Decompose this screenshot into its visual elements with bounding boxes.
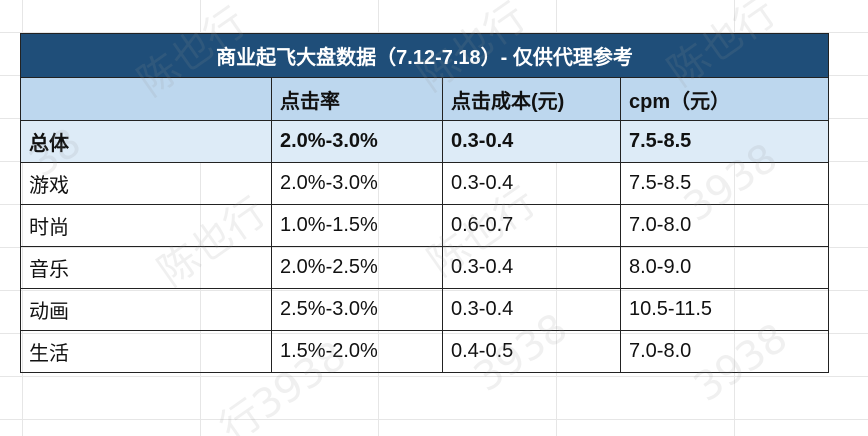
- cell-ctr[interactable]: 1.5%-2.0%: [271, 330, 443, 373]
- cell-cpc[interactable]: 0.3-0.4: [442, 246, 621, 289]
- table-row: 音乐 2.0%-2.5% 0.3-0.4 8.0-9.0: [20, 246, 830, 289]
- table-row: 游戏 2.0%-3.0% 0.3-0.4 7.5-8.5: [20, 162, 830, 205]
- table-title[interactable]: 商业起飞大盘数据（7.12-7.18）- 仅供代理参考: [19, 33, 830, 78]
- table-title-row: 商业起飞大盘数据（7.12-7.18）- 仅供代理参考: [19, 33, 830, 78]
- cell-cpm[interactable]: 7.5-8.5: [619, 162, 830, 205]
- cell-ctr[interactable]: 2.0%-3.0%: [271, 162, 443, 205]
- header-cell-cpm[interactable]: cpm（元）: [619, 77, 830, 121]
- table-row: 生活 1.5%-2.0% 0.4-0.5 7.0-8.0: [20, 330, 830, 373]
- table-row: 时尚 1.0%-1.5% 0.6-0.7 7.0-8.0: [20, 204, 830, 247]
- cell-cpc[interactable]: 0.3-0.4: [442, 120, 621, 163]
- cell-cpm[interactable]: 7.5-8.5: [619, 120, 830, 163]
- table-header-row: 点击率 点击成本(元) cpm（元）: [20, 77, 830, 121]
- cell-cpm[interactable]: 7.0-8.0: [619, 330, 830, 373]
- cell-cpm[interactable]: 10.5-11.5: [619, 288, 830, 331]
- table-row-summary: 总体 2.0%-3.0% 0.3-0.4 7.5-8.5: [20, 120, 830, 163]
- row-label[interactable]: 生活: [20, 330, 272, 373]
- header-cell-ctr[interactable]: 点击率: [271, 77, 443, 121]
- header-cell-empty[interactable]: [20, 77, 272, 121]
- table-row: 动画 2.5%-3.0% 0.3-0.4 10.5-11.5: [20, 288, 830, 331]
- cell-cpc[interactable]: 0.6-0.7: [442, 204, 621, 247]
- cell-cpc[interactable]: 0.3-0.4: [442, 288, 621, 331]
- row-label[interactable]: 动画: [20, 288, 272, 331]
- row-label[interactable]: 时尚: [20, 204, 272, 247]
- cell-cpm[interactable]: 7.0-8.0: [619, 204, 830, 247]
- cell-ctr[interactable]: 2.5%-3.0%: [271, 288, 443, 331]
- cell-ctr[interactable]: 2.0%-2.5%: [271, 246, 443, 289]
- cell-cpc[interactable]: 0.3-0.4: [442, 162, 621, 205]
- data-table: 商业起飞大盘数据（7.12-7.18）- 仅供代理参考 点击率 点击成本(元) …: [19, 33, 830, 373]
- cell-cpc[interactable]: 0.4-0.5: [442, 330, 621, 373]
- row-label[interactable]: 游戏: [20, 162, 272, 205]
- header-cell-cpc[interactable]: 点击成本(元): [442, 77, 621, 121]
- row-label[interactable]: 总体: [20, 120, 272, 163]
- cell-ctr[interactable]: 1.0%-1.5%: [271, 204, 443, 247]
- cell-ctr[interactable]: 2.0%-3.0%: [271, 120, 443, 163]
- cell-cpm[interactable]: 8.0-9.0: [619, 246, 830, 289]
- row-label[interactable]: 音乐: [20, 246, 272, 289]
